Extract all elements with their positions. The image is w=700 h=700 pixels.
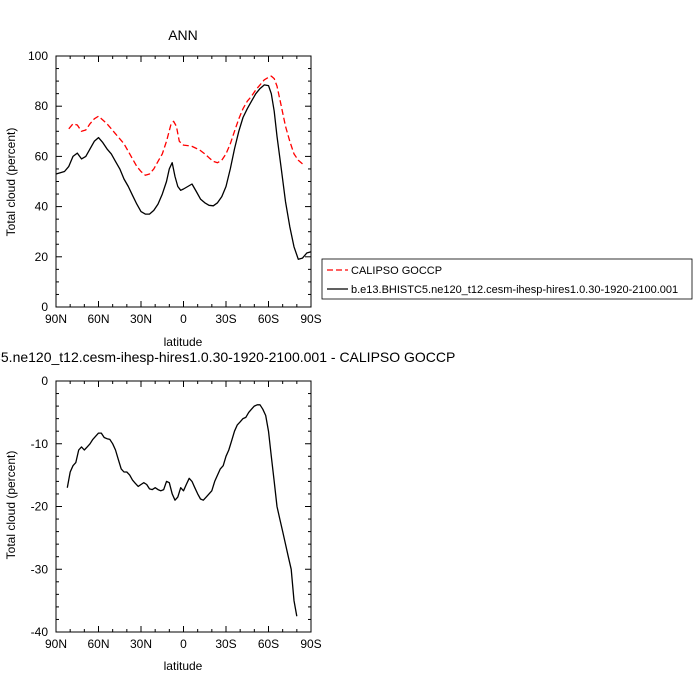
- chart-title: ANN: [168, 27, 198, 43]
- y-axis-label: Total cloud (percent): [4, 451, 18, 560]
- x-tick-label: 60S: [258, 637, 279, 651]
- x-tick-label: 30N: [130, 312, 152, 326]
- y-axis-label: Total cloud (percent): [4, 128, 18, 237]
- legend-box: [321, 258, 693, 300]
- x-tick-label: 0: [180, 312, 187, 326]
- x-axis-label: latitude: [164, 659, 203, 673]
- y-tick-label: 0: [41, 300, 48, 314]
- legend: CALIPSO GOCCP b.e13.BHISTC5.ne120_t12.ce…: [321, 258, 693, 300]
- y-tick-label: -20: [31, 500, 49, 514]
- y-tick-label: -40: [31, 625, 49, 639]
- chart-title: b.e13.BHISTC5.ne120_t12.cesm-ihesp-hires…: [0, 349, 455, 365]
- y-tick-label: 100: [28, 49, 48, 63]
- x-tick-label: 0: [180, 637, 187, 651]
- y-tick-label: 20: [35, 250, 49, 264]
- y-tick-label: 40: [35, 200, 49, 214]
- y-tick-label: 0: [41, 374, 48, 388]
- legend-label-calipso: CALIPSO GOCCP: [351, 265, 442, 277]
- legend-label-model: b.e13.BHISTC5.ne120_t12.cesm-ihesp-hires…: [351, 284, 678, 296]
- x-axis-label: latitude: [164, 335, 203, 349]
- panel-climatology: ANN latitude Total cloud (percent) 90N 60…: [4, 27, 322, 349]
- x-tick-label: 60N: [87, 312, 109, 326]
- x-tick-label: 60S: [258, 312, 279, 326]
- x-tick-label: 30N: [130, 637, 152, 651]
- y-tick-label: -10: [31, 437, 49, 451]
- x-tick-label: 90S: [300, 637, 321, 651]
- plot-frame: [55, 380, 312, 633]
- x-tick-label: 30S: [215, 637, 236, 651]
- plot-frame: [55, 55, 312, 308]
- series-line-calipso: [68, 75, 303, 176]
- y-tick-label: 80: [35, 99, 49, 113]
- x-tick-label: 90N: [45, 637, 67, 651]
- series-line-model: [55, 84, 312, 260]
- x-tick-label: 60N: [87, 637, 109, 651]
- x-tick-label: 30S: [215, 312, 236, 326]
- x-tick-label: 90S: [300, 312, 321, 326]
- series-line-model: [66, 404, 298, 617]
- y-tick-label: -30: [31, 562, 49, 576]
- panel-difference: b.e13.BHISTC5.ne120_t12.cesm-ihesp-hires…: [0, 349, 455, 673]
- x-tick-label: 90N: [45, 312, 67, 326]
- y-tick-label: 60: [35, 149, 49, 163]
